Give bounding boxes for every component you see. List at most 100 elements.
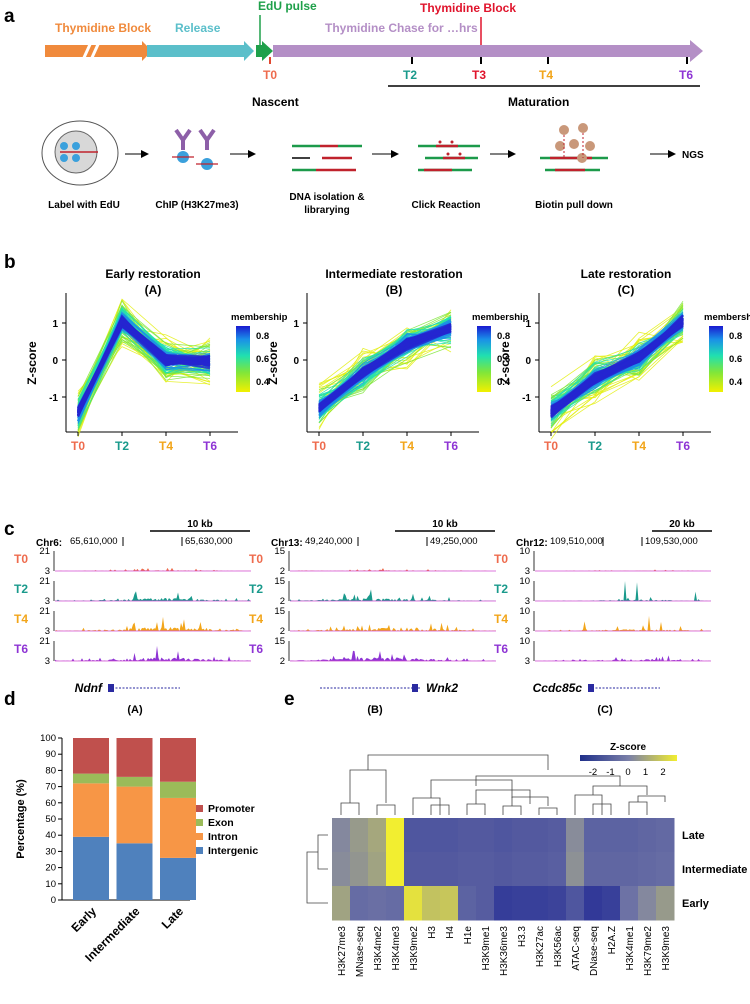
y-tick-label: 0 xyxy=(52,356,58,367)
x-tick-label: Late xyxy=(159,904,187,932)
signal-track xyxy=(535,581,711,601)
release-label: Release xyxy=(175,21,221,35)
signal-track xyxy=(55,591,251,601)
colorbar-title: Z-score xyxy=(610,742,647,753)
ngs-label: NGS xyxy=(682,150,704,161)
step-label: Biotin pull down xyxy=(535,200,613,211)
membership-tick: 0.4 xyxy=(256,377,270,388)
chrom-label: Chr13: xyxy=(271,538,303,549)
legend-swatch xyxy=(196,847,203,854)
heatmap-cell xyxy=(422,818,441,853)
heatmap-cell xyxy=(440,852,459,887)
dendrogram-branch xyxy=(349,769,387,803)
tl-t2: T2 xyxy=(403,68,417,82)
track-ymin: 2 xyxy=(280,626,285,637)
track-label: T2 xyxy=(14,582,28,596)
step-label: Click Reaction xyxy=(412,200,481,211)
colorbar-tick: 2 xyxy=(660,767,665,778)
y-tick-label: 1 xyxy=(293,319,299,330)
gene-exon xyxy=(108,684,114,692)
signal-track xyxy=(55,645,251,661)
heatmap-cell xyxy=(512,852,531,887)
heatmap-cell xyxy=(458,886,477,921)
dendrogram-branch xyxy=(412,797,441,815)
dendrogram-branch xyxy=(502,805,522,815)
bar-segment xyxy=(160,797,196,858)
membership-tick: 0.4 xyxy=(729,377,743,388)
click-reaction-icon xyxy=(418,140,480,172)
track-letter: (A) xyxy=(127,704,143,716)
column-label: H3K36me3 xyxy=(499,926,510,976)
workflow: NGS Label with EdU ChIP (H3K27me3) DNA i… xyxy=(41,120,704,216)
cluster-title: Early restoration xyxy=(105,267,200,281)
nascent-label: Nascent xyxy=(252,95,299,109)
heatmap-cell xyxy=(332,852,351,887)
heatmap-cell xyxy=(476,852,495,887)
track-label: T4 xyxy=(494,612,508,626)
heatmap-cell xyxy=(566,886,585,921)
row-label: Intermediate xyxy=(682,864,747,876)
coord-label: 109,510,000 xyxy=(550,536,603,547)
scale-label: 20 kb xyxy=(669,519,695,530)
heatmap-cell xyxy=(512,818,531,853)
membership-line xyxy=(550,341,684,420)
x-tick-label: T0 xyxy=(312,439,326,453)
column-label: DNase-seq xyxy=(589,926,600,976)
heatmap-cell xyxy=(350,818,369,853)
dendrogram-branch xyxy=(538,807,558,815)
x-tick-label: T6 xyxy=(203,439,217,453)
gene-exon xyxy=(412,684,418,692)
release-arrow xyxy=(147,41,254,61)
membership-tick: 0.6 xyxy=(256,354,269,365)
membership-tick: 0.8 xyxy=(256,331,269,342)
heatmap-cell xyxy=(494,886,513,921)
membership-colorbar xyxy=(709,326,723,392)
track-ymin: 3 xyxy=(525,626,530,637)
x-tick-label: T0 xyxy=(71,439,85,453)
dendrogram-branch xyxy=(306,851,328,904)
y-tick-label: 0 xyxy=(293,356,299,367)
heatmap-cell xyxy=(638,818,657,853)
heatmap-cell xyxy=(656,886,675,921)
x-tick-label: T4 xyxy=(632,439,646,453)
panel-label-e: e xyxy=(284,689,295,710)
y-tick-label: 60 xyxy=(45,798,56,809)
track-ymax: 21 xyxy=(39,636,50,647)
coord-label: 49,250,000 xyxy=(430,536,478,547)
heatmap-cell xyxy=(620,886,639,921)
heatmap-cell xyxy=(584,818,603,853)
membership-line xyxy=(77,334,211,431)
heatmap-cell xyxy=(656,818,675,853)
x-tick-label: T2 xyxy=(115,439,129,453)
signal-track xyxy=(55,567,251,571)
heatmap-cell xyxy=(494,852,513,887)
track-letter: (C) xyxy=(597,704,613,716)
cluster-plots: Early restoration (A) 1 0 -1 Z-score T0 T2 T4 T6 m… xyxy=(25,267,750,453)
column-label: H4 xyxy=(445,926,456,939)
cluster-title: Late restoration xyxy=(581,267,672,281)
signal-track xyxy=(290,568,496,571)
y-tick-label: 10 xyxy=(45,879,56,890)
heatmap-cell xyxy=(584,852,603,887)
track-label: T2 xyxy=(494,582,508,596)
cluster-letter: (C) xyxy=(618,283,635,297)
antibody-icon xyxy=(172,128,218,170)
column-label: H3K79me2 xyxy=(643,926,654,976)
dendrogram-branch xyxy=(628,801,648,815)
dna-fragments-icon xyxy=(292,144,362,172)
membership-colorbar xyxy=(236,326,250,392)
column-label: H3K27ac xyxy=(535,926,546,967)
column-label: H3K4me2 xyxy=(373,926,384,971)
tl-t4: T4 xyxy=(539,68,553,82)
heatmap-cell xyxy=(386,818,405,853)
column-label: H3K4me3 xyxy=(391,926,402,971)
y-tick-label: 50 xyxy=(45,814,56,825)
x-tick-label: T0 xyxy=(544,439,558,453)
heatmap-cell xyxy=(440,886,459,921)
bar-segment xyxy=(116,776,153,787)
cluster-letter: (A) xyxy=(145,283,162,297)
maturation-label: Maturation xyxy=(508,95,569,109)
chase-arrow xyxy=(273,40,703,62)
